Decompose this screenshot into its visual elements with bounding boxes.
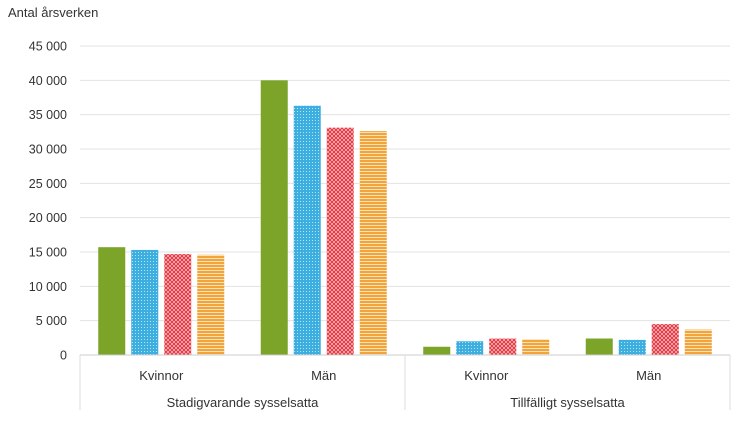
bar xyxy=(359,131,387,355)
bar xyxy=(293,105,321,356)
x-category-label: Män xyxy=(311,368,336,383)
bar xyxy=(489,338,517,355)
bar xyxy=(197,254,225,355)
bar xyxy=(423,346,451,355)
x-category-label: Kvinnor xyxy=(464,368,509,383)
bar xyxy=(684,329,712,355)
y-tick-label: 0 xyxy=(60,349,67,363)
bars xyxy=(98,80,712,356)
bar xyxy=(131,249,159,355)
y-tick-label: 5 000 xyxy=(36,314,67,328)
y-tick-label: 30 000 xyxy=(29,143,67,157)
bar xyxy=(326,127,354,355)
x-category-label: Kvinnor xyxy=(139,368,184,383)
y-tick-label: 45 000 xyxy=(29,40,67,54)
y-tick-label: 10 000 xyxy=(29,280,67,294)
x-axis: Kvinnor Män Kvinnor Män Stadigvarande syssel… xyxy=(79,354,731,410)
bar xyxy=(98,247,126,355)
bar xyxy=(456,341,484,355)
bar xyxy=(260,80,288,355)
x-group-label: Tillfälligt sysselsatta xyxy=(510,395,625,410)
y-axis-label: Antal årsverken xyxy=(8,5,98,20)
y-tick-label: 15 000 xyxy=(29,246,67,260)
bar xyxy=(522,339,550,355)
y-tick-label: 40 000 xyxy=(29,74,67,88)
bar xyxy=(651,324,679,355)
y-tick-label: 35 000 xyxy=(29,108,67,122)
x-group-label: Stadigvarande sysselsatta xyxy=(167,395,320,410)
bar xyxy=(618,339,646,355)
bar xyxy=(164,254,192,355)
bar xyxy=(585,338,613,355)
x-category-label: Män xyxy=(636,368,661,383)
y-tick-label: 20 000 xyxy=(29,211,67,225)
y-axis-ticks: 0 5 000 10 000 15 000 20 000 25 000 30 000 35 0… xyxy=(29,40,67,363)
y-tick-label: 25 000 xyxy=(29,177,67,191)
